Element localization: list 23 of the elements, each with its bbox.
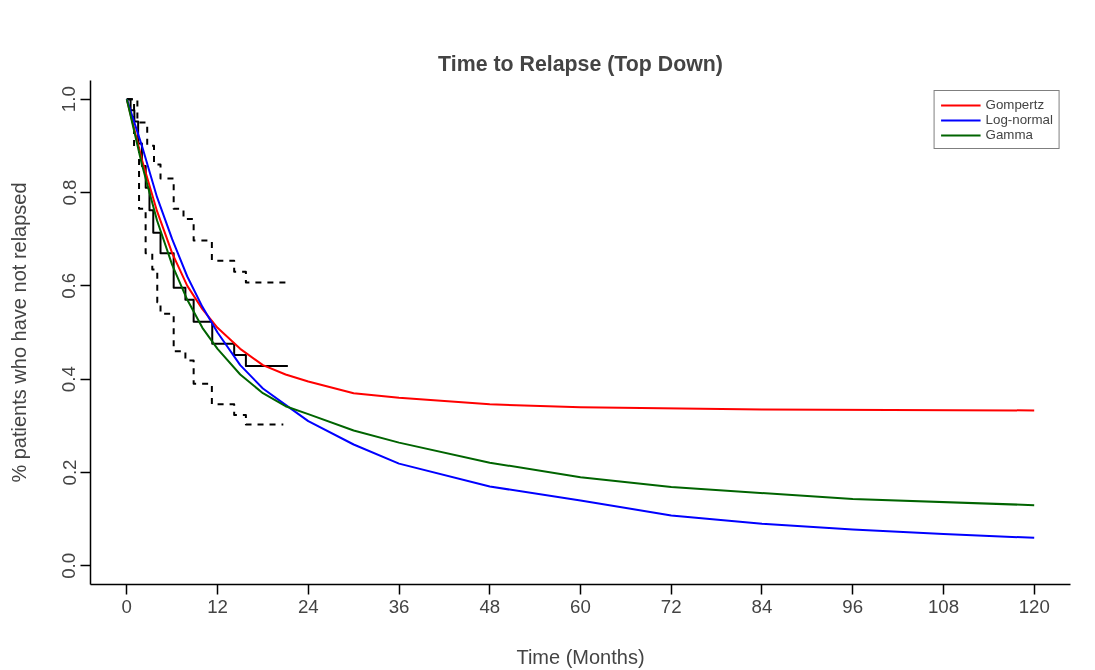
- legend-label: Gompertz: [985, 97, 1045, 112]
- x-tick-label: 36: [388, 595, 410, 617]
- x-tick-label: 0: [121, 595, 132, 617]
- x-tick-label: 60: [570, 595, 591, 617]
- x-tick-label: 48: [479, 595, 501, 617]
- x-axis-title: Time (Months): [516, 645, 645, 668]
- y-axis-title: % patients who have not relapsed: [7, 182, 30, 483]
- y-tick-label: 0.8: [58, 179, 80, 206]
- x-tick-label: 108: [927, 595, 960, 617]
- x-tick-label: 12: [207, 595, 228, 617]
- y-tick-label: 0.2: [58, 459, 80, 486]
- y-tick-label: 0.6: [58, 272, 80, 299]
- x-tick-label: 24: [297, 595, 319, 617]
- x-tick-label: 96: [842, 595, 864, 617]
- y-tick-label: 0.4: [58, 366, 80, 393]
- x-tick-label: 120: [1018, 595, 1050, 617]
- x-tick-label: 84: [751, 595, 773, 617]
- chart-title: Time to Relapse (Top Down): [438, 51, 723, 76]
- legend-label: Gamma: [985, 127, 1033, 142]
- y-tick-label: 0.0: [58, 552, 80, 579]
- y-tick-label: 1.0: [58, 86, 80, 113]
- legend-label: Log-normal: [985, 112, 1053, 127]
- x-tick-label: 72: [660, 595, 682, 617]
